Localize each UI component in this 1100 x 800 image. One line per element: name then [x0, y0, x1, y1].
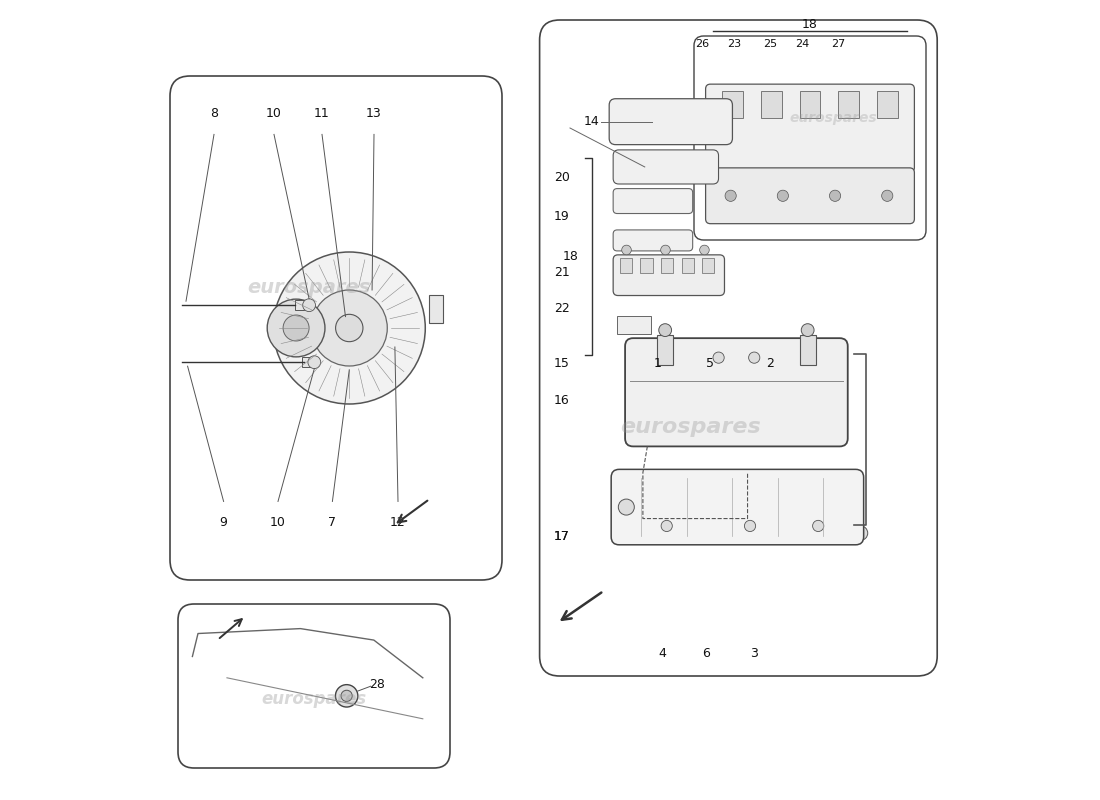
Text: 5: 5 [706, 358, 714, 370]
Circle shape [661, 245, 670, 254]
Bar [661, 258, 673, 273]
Circle shape [829, 190, 840, 202]
Bar [617, 316, 651, 334]
Text: 19: 19 [554, 210, 570, 222]
Text: 14: 14 [584, 115, 600, 128]
Text: 22: 22 [554, 302, 570, 314]
Bar [723, 91, 744, 118]
Bar [682, 258, 694, 273]
Text: 9: 9 [220, 515, 228, 529]
Circle shape [273, 252, 426, 404]
Text: 11: 11 [315, 107, 330, 120]
Text: 18: 18 [802, 18, 818, 30]
Circle shape [661, 520, 672, 531]
Circle shape [336, 314, 363, 342]
Circle shape [302, 298, 316, 311]
Text: 1: 1 [654, 358, 662, 370]
Text: 25: 25 [763, 39, 777, 49]
FancyBboxPatch shape [625, 338, 848, 446]
Text: 3: 3 [750, 647, 758, 660]
Text: 26: 26 [695, 39, 710, 49]
Text: eurospares: eurospares [790, 110, 877, 125]
Text: 16: 16 [554, 394, 570, 406]
Bar [877, 91, 898, 118]
Text: 2: 2 [766, 358, 774, 370]
Text: 24: 24 [795, 39, 810, 49]
FancyBboxPatch shape [609, 98, 733, 145]
Circle shape [749, 352, 760, 363]
Circle shape [882, 190, 893, 202]
Circle shape [618, 499, 635, 515]
Circle shape [267, 299, 324, 357]
Bar [657, 335, 673, 366]
FancyBboxPatch shape [613, 189, 693, 214]
Circle shape [659, 324, 672, 337]
FancyBboxPatch shape [613, 255, 725, 295]
Text: 6: 6 [702, 647, 710, 660]
Bar [429, 294, 443, 323]
Text: 13: 13 [366, 107, 382, 120]
Text: 15: 15 [554, 358, 570, 370]
Text: 23: 23 [727, 39, 741, 49]
Circle shape [813, 520, 824, 531]
Bar [295, 300, 305, 310]
Text: 10: 10 [271, 515, 286, 529]
Circle shape [778, 190, 789, 202]
Text: 17: 17 [554, 530, 570, 542]
Text: 4: 4 [659, 647, 667, 660]
Text: 17: 17 [554, 530, 570, 542]
Circle shape [854, 526, 868, 540]
Text: 10: 10 [266, 107, 282, 120]
Text: eurospares: eurospares [248, 278, 371, 297]
FancyBboxPatch shape [613, 230, 693, 251]
Bar [702, 258, 715, 273]
Circle shape [308, 356, 321, 369]
Text: 12: 12 [390, 515, 406, 529]
Circle shape [713, 352, 724, 363]
Bar [800, 335, 816, 366]
Bar [838, 91, 859, 118]
Bar [302, 358, 311, 367]
Bar [640, 258, 652, 273]
Bar [619, 258, 632, 273]
Text: 7: 7 [329, 515, 337, 529]
Circle shape [801, 324, 814, 337]
Circle shape [341, 690, 352, 702]
Text: 8: 8 [210, 107, 218, 120]
Circle shape [745, 520, 756, 531]
Text: 21: 21 [554, 266, 570, 278]
FancyBboxPatch shape [705, 168, 914, 224]
Bar [800, 91, 821, 118]
Circle shape [283, 315, 309, 341]
FancyBboxPatch shape [612, 470, 864, 545]
Circle shape [621, 245, 631, 254]
Text: 27: 27 [830, 39, 845, 49]
Bar [761, 91, 782, 118]
Text: 20: 20 [554, 171, 570, 184]
Circle shape [336, 685, 358, 707]
Text: eurospares: eurospares [262, 690, 366, 708]
FancyBboxPatch shape [613, 150, 718, 184]
Text: 18: 18 [563, 250, 579, 262]
FancyBboxPatch shape [705, 84, 914, 172]
Circle shape [700, 245, 710, 254]
Circle shape [311, 290, 387, 366]
Text: eurospares: eurospares [620, 417, 761, 437]
Text: 28: 28 [370, 678, 385, 691]
Circle shape [725, 190, 736, 202]
